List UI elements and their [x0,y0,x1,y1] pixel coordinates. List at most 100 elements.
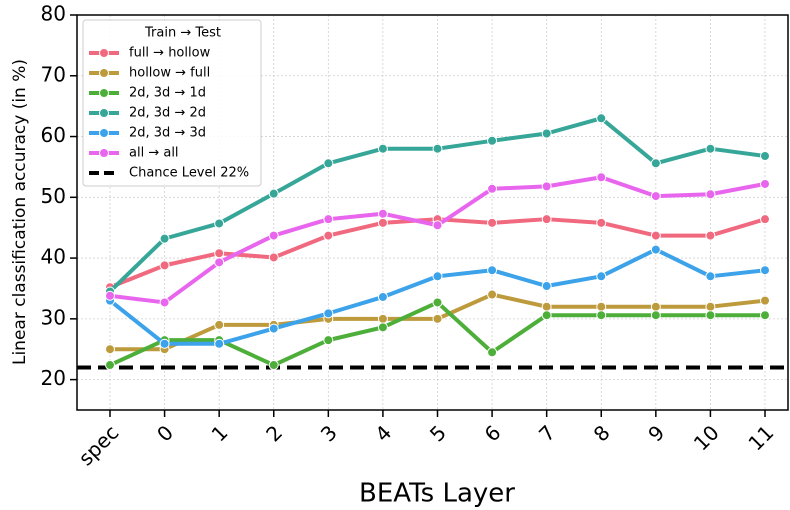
point [323,214,334,225]
y-tick-label: 30 [41,305,66,329]
point [214,338,225,349]
x-tick-label: 0 [152,420,178,446]
point [432,297,443,308]
x-tick-label: 1 [207,420,233,446]
point [377,217,388,228]
point [377,208,388,219]
point [214,248,225,259]
y-tick-label: 60 [41,123,66,147]
legend-label: Chance Level 22% [129,166,249,181]
point [487,183,498,194]
point [596,113,607,124]
point [377,291,388,302]
legend-label: 2d, 3d → 3d [129,126,206,141]
point [705,301,716,312]
point [650,230,661,241]
point [705,143,716,154]
x-tick-label: 8 [589,420,615,446]
point [650,158,661,169]
point [487,265,498,276]
legend-label: full → hollow [129,46,211,61]
point [432,313,443,324]
point [760,178,770,189]
point [432,220,443,231]
legend-label: hollow → full [129,66,210,81]
point [159,297,170,308]
point [705,230,716,241]
point [159,338,170,349]
point [105,344,115,355]
point [541,181,552,192]
point [377,322,388,333]
point [268,323,279,334]
point [214,257,225,268]
legend-marker [99,88,109,98]
legend-marker [99,108,109,118]
x-tick-label: 4 [370,420,396,446]
x-tick-label: spec [74,420,124,470]
x-axis-label: BEATs Layer [359,479,515,509]
point [705,189,716,200]
x-tick-label: 5 [425,420,451,446]
point [705,310,716,321]
point [432,271,443,282]
y-axis-label: Linear classification accuracy (in %) [10,59,30,365]
point [323,230,334,241]
point [487,217,498,228]
point [650,301,661,312]
point [541,281,552,292]
point [214,218,225,229]
y-tick-label: 20 [41,366,66,390]
legend-box [82,19,262,187]
point [377,143,388,154]
point [650,191,661,202]
point [268,252,279,263]
point [159,260,170,271]
point [650,244,661,255]
x-tick-label: 11 [743,420,778,455]
point [596,172,607,183]
point [760,265,770,276]
point [377,313,388,324]
point [760,150,770,161]
point [487,347,498,358]
y-tick-label: 80 [41,2,66,26]
plot-frame [76,14,789,411]
point [323,308,334,319]
point [159,233,170,244]
point [541,128,552,139]
point [105,290,115,301]
x-tick-label: 6 [480,420,506,446]
y-tick-label: 50 [41,184,66,208]
x-tick-label: 9 [643,420,669,446]
legend-label: all → all [129,146,179,161]
y-tick-label: 70 [41,62,66,86]
point [268,188,279,199]
legend-label: 2d, 3d → 1d [129,86,206,101]
point [323,158,334,169]
point [105,360,115,371]
legend-title: Train → Test [144,26,221,41]
y-tick-label: 40 [41,245,66,269]
point [760,295,770,306]
point [596,271,607,282]
point [541,310,552,321]
point [268,230,279,241]
point [541,301,552,312]
legend-marker [99,128,109,138]
point [268,360,279,371]
x-tick-label: 2 [261,420,287,446]
point [487,289,498,300]
point [596,217,607,228]
x-tick-label: 7 [534,420,560,446]
point [596,301,607,312]
x-tick-label: 10 [689,420,724,455]
point [541,214,552,225]
point [650,310,661,321]
x-tick-label: 3 [316,420,342,446]
point [323,335,334,346]
legend-marker [99,68,109,78]
point [760,214,770,225]
point [596,310,607,321]
